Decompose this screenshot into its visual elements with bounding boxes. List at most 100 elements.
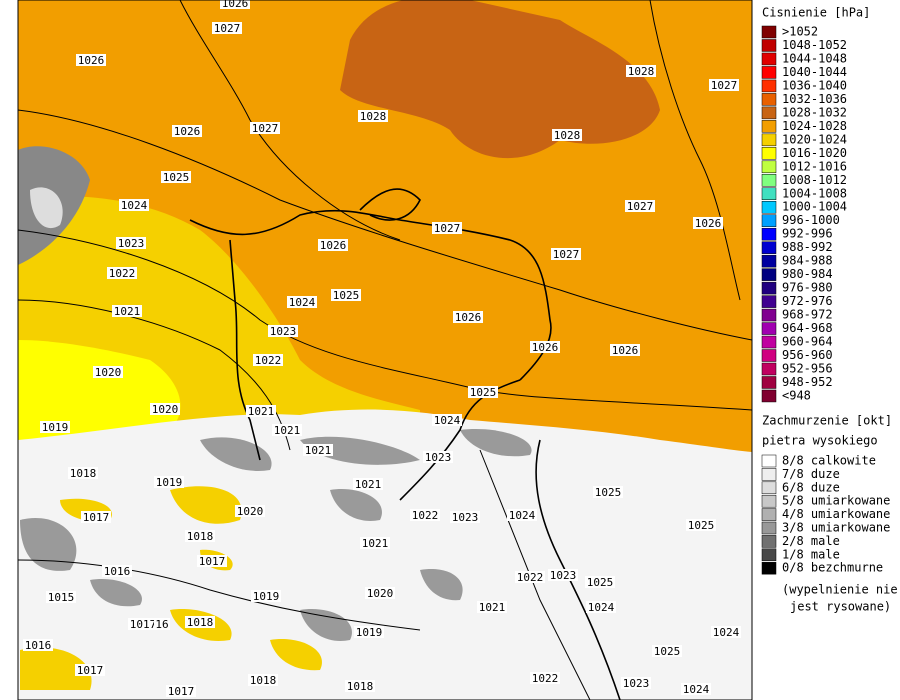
isobar-label-box (154, 618, 170, 630)
legend-label: 964-968 (782, 321, 833, 335)
legend-label: 1020-1024 (782, 132, 847, 146)
isobar-label-box (345, 680, 375, 692)
isobar-label: 1026 (695, 217, 722, 230)
legend-swatch (761, 454, 777, 468)
isobar-label: 1026 (455, 311, 482, 324)
isobar-label: 1025 (587, 576, 614, 589)
legend-label: 5/8 umiarkowane (782, 494, 890, 508)
legend-subtitle: pietra wysokiego (762, 434, 878, 448)
legend-label: 992-996 (782, 227, 833, 241)
isobar-label: 1019 (42, 421, 69, 434)
legend: Cisnienie [hPa] Zachmurzenie [okt] pietr… (761, 6, 898, 614)
isobar-label-box (477, 601, 507, 613)
legend-swatch (761, 322, 777, 335)
legend-title: Cisnienie [hPa] (762, 6, 870, 20)
isobar-label-box (197, 555, 227, 567)
legend-swatch (761, 281, 777, 295)
isobar-label: 1024 (434, 414, 461, 427)
isobar-label-box (515, 571, 545, 583)
isobar-label: 1027 (214, 22, 241, 35)
isobar-label-box (711, 626, 741, 638)
isobar-label-box (287, 296, 317, 308)
isobar-label-box (709, 79, 739, 91)
isobar-label: 1021 (305, 444, 332, 457)
isobar-label-box (253, 354, 283, 366)
legend-label: 972-976 (782, 294, 833, 308)
legend-swatch (761, 268, 777, 281)
isobar-label-box (626, 65, 656, 77)
isobar-label-box (625, 200, 655, 212)
legend-label: 956-960 (782, 348, 833, 362)
isobar-label-box (468, 386, 498, 398)
isobar-label-box (586, 601, 616, 613)
isobar-label: 1024 (289, 296, 316, 309)
isobar-label-box (453, 311, 483, 323)
isobar-label: 1020 (367, 587, 394, 600)
legend-swatch (761, 376, 777, 389)
isobar-label: 1025 (654, 645, 681, 658)
isobar-label: 1027 (627, 200, 654, 213)
isobar-label: 1024 (121, 199, 148, 212)
legend-label: 948-952 (782, 375, 833, 389)
isobar-label-box (331, 289, 361, 301)
isobar-label-box (161, 171, 191, 183)
isobar-label: 1026 (612, 344, 639, 357)
legend-swatch (761, 241, 777, 254)
legend-swatch (761, 79, 777, 93)
isobar-label: 1026 (320, 239, 347, 252)
isobar-label: 1016 (104, 565, 131, 578)
isobar-label: 1022 (517, 571, 544, 584)
legend-swatch (761, 335, 777, 349)
isobar-label: 1028 (554, 129, 581, 142)
isobar-label: 1023 (452, 511, 479, 524)
isobar-label-box (652, 645, 682, 657)
isobar-label: 1023 (270, 325, 297, 338)
isobar-label: 1019 (253, 590, 280, 603)
legend-swatch (761, 106, 777, 120)
legend-label: 988-992 (782, 240, 833, 254)
isobar-label: 1017 (77, 664, 104, 677)
isobar-label-box (358, 110, 388, 122)
legend-swatch (761, 362, 777, 376)
isobar-label-box (530, 341, 560, 353)
isobar-label-box (593, 486, 623, 498)
legend-title: Zachmurzenie [okt] (762, 414, 892, 428)
isobar-label: 1018 (187, 616, 214, 629)
legend-swatch (761, 93, 777, 106)
isobar-label-box (507, 509, 537, 521)
isobar-label-box (68, 467, 98, 479)
legend-label: 1036-1040 (782, 78, 847, 92)
legend-swatch (761, 494, 777, 508)
isobar-label-box (432, 414, 462, 426)
legend-swatch (761, 187, 777, 201)
map-frame (17, 0, 753, 700)
isobar-label-box (172, 125, 202, 137)
legend-label: 1032-1036 (782, 92, 847, 106)
legend-swatch (761, 227, 777, 241)
isobar-label-box (303, 444, 333, 456)
isobar-label: 1024 (713, 626, 740, 639)
isobar-label: 1019 (356, 626, 383, 639)
legend-swatch (761, 295, 777, 308)
isobar-label-box (250, 122, 280, 134)
isobar-label: 1018 (70, 467, 97, 480)
isobar-label-box (318, 239, 348, 251)
isobar-label-box (272, 424, 302, 436)
isobar-label: 1018 (187, 530, 214, 543)
legend-swatch (761, 548, 777, 562)
legend-note: jest rysowane) (790, 600, 891, 614)
legend-label: 968-972 (782, 308, 833, 322)
isobar-label: 1020 (237, 505, 264, 518)
isobar-label: 1026 (222, 0, 249, 10)
isobar-label: 1025 (470, 386, 497, 399)
isobar-label-box (128, 618, 158, 630)
isobar-labels: 1026 1027 1026 1028 1027 1026 1027 1028 1028 1025… (23, 0, 741, 698)
isobar-label: 1023 (550, 569, 577, 582)
isobar-label-box (23, 639, 53, 651)
isobar-label-box (360, 537, 390, 549)
isobar-label: 1027 (434, 222, 461, 235)
legend-label: 960-964 (782, 335, 833, 349)
isobar-label: 1021 (362, 537, 389, 550)
legend-label: 4/8 umiarkowane (782, 507, 890, 521)
